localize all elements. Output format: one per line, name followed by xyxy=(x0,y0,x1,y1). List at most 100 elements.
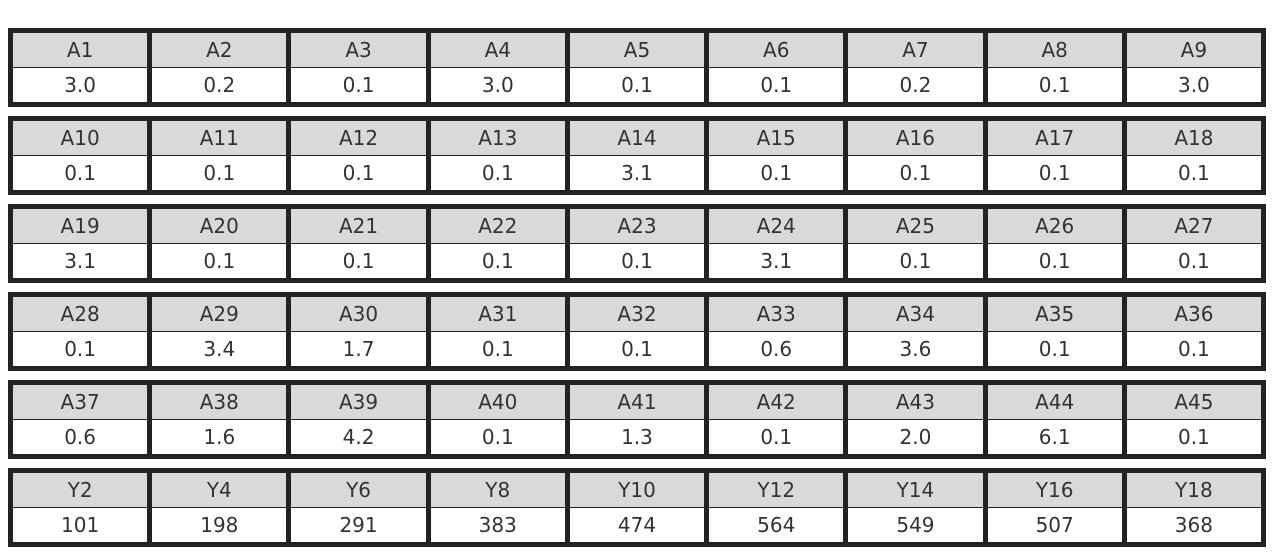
header-cell: Y18 xyxy=(1126,473,1261,507)
value-cell: 0.1 xyxy=(987,244,1122,278)
value-cell: 3.0 xyxy=(13,68,148,102)
value-cell: 3.1 xyxy=(569,156,705,190)
value-cell: 0.6 xyxy=(13,420,148,454)
value-cell: 0.1 xyxy=(430,332,565,366)
value-cell: 0.1 xyxy=(848,244,983,278)
header-cell: A17 xyxy=(987,121,1122,155)
header-cell: A40 xyxy=(430,385,565,419)
header-cell: A35 xyxy=(987,297,1122,331)
header-cell: A30 xyxy=(291,297,426,331)
value-cell: 0.1 xyxy=(1126,156,1261,190)
value-cell: 0.1 xyxy=(1126,244,1261,278)
header-cell: Y12 xyxy=(709,473,844,507)
value-cell: 0.1 xyxy=(152,156,287,190)
header-cell: Y8 xyxy=(430,473,565,507)
value-cell: 3.4 xyxy=(152,332,287,366)
value-cell: 198 xyxy=(152,508,287,542)
header-cell: Y2 xyxy=(13,473,148,507)
header-cell: A34 xyxy=(848,297,983,331)
header-cell: A14 xyxy=(569,121,705,155)
value-cell: 0.1 xyxy=(430,420,565,454)
header-cell: Y14 xyxy=(848,473,983,507)
header-cell: A11 xyxy=(152,121,287,155)
header-cell: A27 xyxy=(1126,209,1261,243)
value-cell: 0.1 xyxy=(848,156,983,190)
value-cell: 0.1 xyxy=(987,68,1122,102)
header-cell: A5 xyxy=(569,33,705,67)
value-cell: 1.7 xyxy=(291,332,426,366)
value-cell: 0.1 xyxy=(1126,420,1261,454)
value-cell: 0.1 xyxy=(430,156,565,190)
table-block: A37 A38 A39 A40 A41 A42 A43 A44 A45 0.6 1.6 4.2 0.1 1… xyxy=(8,380,1266,459)
value-cell: 0.1 xyxy=(709,420,844,454)
table-block: A1 A2 A3 A4 A5 A6 A7 A8 A9 3.0 0.2 0.1 3.0 0.1 0.1 0.2 0… xyxy=(8,28,1266,107)
header-cell: A24 xyxy=(709,209,844,243)
value-cell: 0.1 xyxy=(569,332,705,366)
value-cell: 0.1 xyxy=(430,244,565,278)
value-cell: 101 xyxy=(13,508,148,542)
value-cell: 368 xyxy=(1126,508,1261,542)
value-cell: 4.2 xyxy=(291,420,426,454)
header-cell: A6 xyxy=(709,33,844,67)
header-cell: Y4 xyxy=(152,473,287,507)
value-cell: 0.1 xyxy=(987,332,1122,366)
header-cell: A7 xyxy=(848,33,983,67)
value-cell: 0.1 xyxy=(709,68,844,102)
header-cell: A26 xyxy=(987,209,1122,243)
header-cell: A2 xyxy=(152,33,287,67)
value-cell: 3.1 xyxy=(13,244,148,278)
header-cell: Y16 xyxy=(987,473,1122,507)
value-cell: 0.1 xyxy=(569,68,705,102)
value-cell: 383 xyxy=(430,508,565,542)
table-block: Y2 Y4 Y6 Y8 Y10 Y12 Y14 Y16 Y18 101 198 291 383 474 56… xyxy=(8,468,1266,547)
header-cell: A28 xyxy=(13,297,148,331)
value-cell: 3.1 xyxy=(709,244,844,278)
header-cell: Y6 xyxy=(291,473,426,507)
value-cell: 3.0 xyxy=(1126,68,1261,102)
header-cell: A25 xyxy=(848,209,983,243)
header-cell: A43 xyxy=(848,385,983,419)
header-cell: A8 xyxy=(987,33,1122,67)
value-cell: 1.6 xyxy=(152,420,287,454)
value-cell: 6.1 xyxy=(987,420,1122,454)
value-cell: 0.1 xyxy=(569,244,705,278)
value-cell: 474 xyxy=(569,508,705,542)
header-cell: A31 xyxy=(430,297,565,331)
header-cell: A4 xyxy=(430,33,565,67)
value-cell: 564 xyxy=(709,508,844,542)
value-cell: 0.1 xyxy=(987,156,1122,190)
header-cell: A44 xyxy=(987,385,1122,419)
header-cell: A39 xyxy=(291,385,426,419)
value-cell: 0.1 xyxy=(709,156,844,190)
header-cell: A9 xyxy=(1126,33,1261,67)
value-cell: 549 xyxy=(848,508,983,542)
value-cell: 0.1 xyxy=(13,332,148,366)
value-cell: 0.1 xyxy=(291,156,426,190)
header-cell: A16 xyxy=(848,121,983,155)
header-cell: A37 xyxy=(13,385,148,419)
header-cell: A22 xyxy=(430,209,565,243)
header-cell: A15 xyxy=(709,121,844,155)
value-cell: 1.3 xyxy=(569,420,705,454)
value-cell: 0.1 xyxy=(291,68,426,102)
value-cell: 0.6 xyxy=(709,332,844,366)
table-block: A19 A20 A21 A22 A23 A24 A25 A26 A27 3.1 0.1 0.1 0.1 0… xyxy=(8,204,1266,283)
value-cell: 3.0 xyxy=(430,68,565,102)
value-cell: 507 xyxy=(987,508,1122,542)
header-cell: A12 xyxy=(291,121,426,155)
header-cell: A45 xyxy=(1126,385,1261,419)
value-cell: 0.1 xyxy=(13,156,148,190)
header-cell: A38 xyxy=(152,385,287,419)
header-cell: A32 xyxy=(569,297,705,331)
value-cell: 2.0 xyxy=(848,420,983,454)
header-cell: A42 xyxy=(709,385,844,419)
header-cell: A3 xyxy=(291,33,426,67)
value-cell: 0.2 xyxy=(152,68,287,102)
header-cell: A33 xyxy=(709,297,844,331)
value-cell: 0.2 xyxy=(848,68,983,102)
value-cell: 0.1 xyxy=(1126,332,1261,366)
header-cell: A41 xyxy=(569,385,705,419)
header-cell: Y10 xyxy=(569,473,705,507)
header-cell: A23 xyxy=(569,209,705,243)
